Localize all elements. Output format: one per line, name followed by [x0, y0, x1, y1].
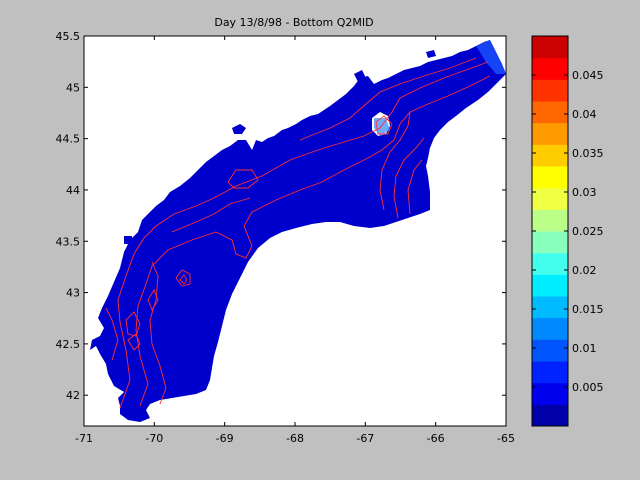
x-tick-label: -70 — [145, 432, 163, 445]
colorbar-cell — [532, 404, 568, 427]
contour-8 — [175, 269, 191, 287]
colorbar-tick-label: 0.005 — [572, 381, 604, 394]
colorbar-cell — [532, 187, 568, 210]
contour-7 — [227, 169, 259, 189]
x-tick-label: -68 — [286, 432, 304, 445]
colorbar-tick-label: 0.045 — [572, 69, 604, 82]
y-tick-label: 45 — [66, 81, 80, 94]
y-tick-label: 42.5 — [56, 338, 81, 351]
colorbar-tick-label: 0.03 — [572, 186, 597, 199]
y-axis: 45.5 45 44.5 44 43.5 43 42.5 42 — [56, 30, 506, 402]
plot-title: Day 13/8/98 - Bottom Q2MID — [214, 16, 373, 29]
contour-12 — [375, 115, 393, 135]
x-tick-label: -66 — [427, 432, 445, 445]
contour-6 — [407, 159, 423, 215]
cape-region — [428, 128, 448, 176]
colorbar-cell — [532, 57, 568, 80]
colorbar-cell — [532, 361, 568, 384]
colorbar-tick-label: 0.035 — [572, 147, 604, 160]
colorbar-cell — [532, 339, 568, 362]
colorbar-cell — [532, 231, 568, 254]
colorbar-cell — [532, 317, 568, 340]
colorbar-tick-label: 0.04 — [572, 108, 597, 121]
colorbar-cells — [532, 36, 568, 427]
contour-13 — [105, 307, 119, 361]
contour-2 — [135, 75, 491, 407]
colorbar-tick-label: 0.015 — [572, 303, 604, 316]
contour-15 — [171, 197, 251, 233]
y-tick-label: 42 — [66, 389, 80, 402]
contour-3 — [149, 261, 167, 405]
island-4 — [354, 70, 366, 82]
colorbar-cell — [532, 144, 568, 167]
x-tick-label: -71 — [75, 432, 93, 445]
y-tick-label: 44 — [66, 184, 80, 197]
colorbar-cell — [532, 122, 568, 145]
contour-14 — [299, 57, 477, 141]
colorbar-cell — [532, 382, 568, 405]
colorbar: 0.045 0.04 0.035 0.03 0.025 0.02 0.015 0.01 0.00… — [531, 35, 604, 427]
contour-11 — [127, 333, 141, 351]
colorbar-cell — [532, 209, 568, 232]
x-tick-label: -69 — [216, 432, 234, 445]
island-2 — [232, 124, 246, 134]
colorbar-cell — [532, 274, 568, 297]
colorbar-cell — [532, 166, 568, 189]
y-tick-label: 44.5 — [56, 133, 81, 146]
colorbar-ticks: 0.045 0.04 0.035 0.03 0.025 0.02 0.015 0.01 0.00… — [532, 69, 604, 394]
colorbar-cell — [532, 252, 568, 275]
bathymetry-contours — [105, 57, 491, 409]
contour-1 — [117, 61, 489, 409]
shallow-patch — [476, 40, 506, 74]
colorbar-cell — [532, 101, 568, 124]
map-axes: -71 -70 -69 -68 -67 -66 -65 45.5 45 44.5 44 43.5 43… — [56, 30, 515, 445]
x-axis: -71 -70 -69 -68 -67 -66 -65 — [75, 36, 515, 445]
x-tick-label: -67 — [356, 432, 374, 445]
island-3 — [426, 50, 436, 58]
colorbar-cell — [532, 296, 568, 319]
contour-4 — [379, 111, 411, 211]
colorbar-tick-label: 0.01 — [572, 342, 597, 355]
y-tick-label: 45.5 — [56, 30, 81, 43]
water-field — [90, 40, 506, 422]
colorbar-tick-label: 0.02 — [572, 264, 597, 277]
contour-10 — [125, 311, 141, 337]
colorbar-cell — [532, 36, 568, 59]
x-tick-label: -65 — [497, 432, 515, 445]
island-5 — [124, 236, 132, 244]
colorbar-cell — [532, 79, 568, 102]
contour-9 — [179, 274, 188, 285]
contour-16 — [147, 288, 159, 312]
y-tick-label: 43.5 — [56, 235, 81, 248]
contour-5 — [393, 137, 425, 219]
colorbar-tick-label: 0.025 — [572, 225, 604, 238]
y-tick-label: 43 — [66, 287, 80, 300]
